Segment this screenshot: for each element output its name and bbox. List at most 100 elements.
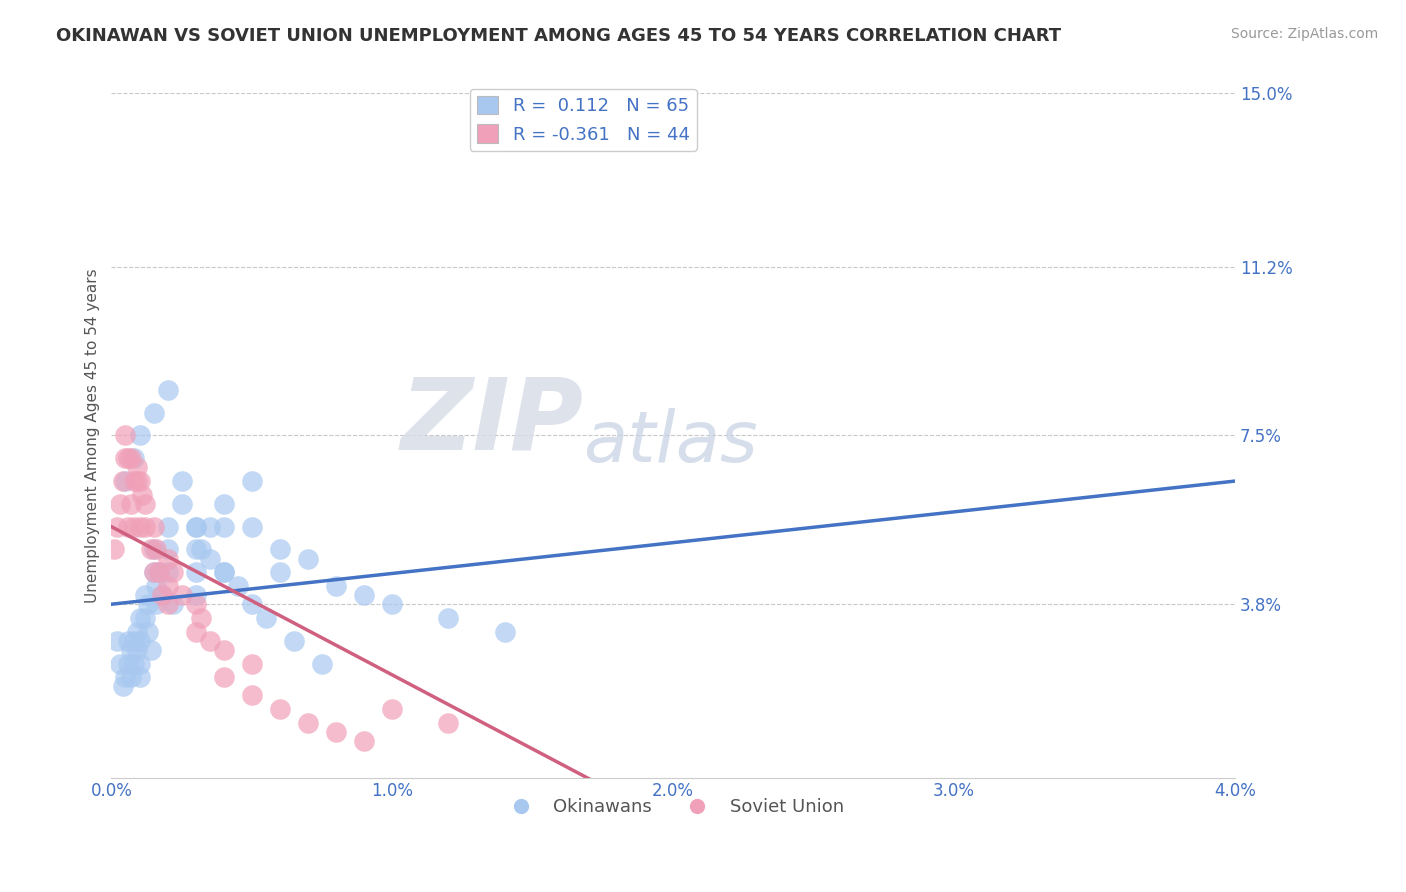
Point [254,611,277,625]
Point [105,633,128,648]
Point [142,566,165,580]
Point [114,474,136,488]
Point [297,551,319,566]
Point [120,451,142,466]
Point [269,702,291,716]
Point [184,597,207,611]
Point [190,611,212,625]
Point [145,597,167,611]
Point [117,657,139,671]
Point [226,579,249,593]
Point [156,519,179,533]
Point [353,588,375,602]
Point [381,597,404,611]
Point [212,519,235,533]
Point [170,474,193,488]
Point [150,588,173,602]
Y-axis label: Unemployment Among Ages 45 to 54 years: Unemployment Among Ages 45 to 54 years [86,268,100,603]
Point [184,588,207,602]
Point [128,670,150,684]
Point [128,611,150,625]
Point [184,624,207,639]
Text: Source: ZipAtlas.com: Source: ZipAtlas.com [1230,27,1378,41]
Point [122,451,145,466]
Point [125,460,148,475]
Point [190,542,212,557]
Point [212,566,235,580]
Text: atlas: atlas [583,408,758,477]
Point [148,566,170,580]
Point [145,542,167,557]
Point [494,624,516,639]
Text: ZIP: ZIP [401,373,583,470]
Point [120,497,142,511]
Point [117,633,139,648]
Point [156,597,179,611]
Point [134,611,156,625]
Point [184,542,207,557]
Point [128,657,150,671]
Point [134,588,156,602]
Point [136,597,159,611]
Point [162,597,184,611]
Point [437,715,460,730]
Point [212,566,235,580]
Point [139,542,162,557]
Point [184,519,207,533]
Point [170,497,193,511]
Point [156,579,179,593]
Point [437,611,460,625]
Point [108,657,131,671]
Point [198,551,221,566]
Point [240,519,263,533]
Point [240,657,263,671]
Point [120,670,142,684]
Point [128,474,150,488]
Point [122,633,145,648]
Point [240,474,263,488]
Point [122,657,145,671]
Legend: Okinawans, Soviet Union: Okinawans, Soviet Union [495,791,851,823]
Point [142,406,165,420]
Point [311,657,333,671]
Point [283,633,305,648]
Point [122,519,145,533]
Point [142,519,165,533]
Point [105,519,128,533]
Point [120,643,142,657]
Point [128,633,150,648]
Point [198,519,221,533]
Point [156,542,179,557]
Point [297,715,319,730]
Point [240,597,263,611]
Point [156,566,179,580]
Point [162,566,184,580]
Point [212,670,235,684]
Point [142,542,165,557]
Point [240,689,263,703]
Point [117,451,139,466]
Point [325,579,347,593]
Point [269,566,291,580]
Text: OKINAWAN VS SOVIET UNION UNEMPLOYMENT AMONG AGES 45 TO 54 YEARS CORRELATION CHAR: OKINAWAN VS SOVIET UNION UNEMPLOYMENT AM… [56,27,1062,45]
Point [198,633,221,648]
Point [103,542,125,557]
Point [125,624,148,639]
Point [125,474,148,488]
Point [381,702,404,716]
Point [150,588,173,602]
Point [114,451,136,466]
Point [325,725,347,739]
Point [269,542,291,557]
Point [125,643,148,657]
Point [142,566,165,580]
Point [184,519,207,533]
Point [114,670,136,684]
Point [136,624,159,639]
Point [139,643,162,657]
Point [108,497,131,511]
Point [212,643,235,657]
Point [145,579,167,593]
Point [134,519,156,533]
Point [111,474,134,488]
